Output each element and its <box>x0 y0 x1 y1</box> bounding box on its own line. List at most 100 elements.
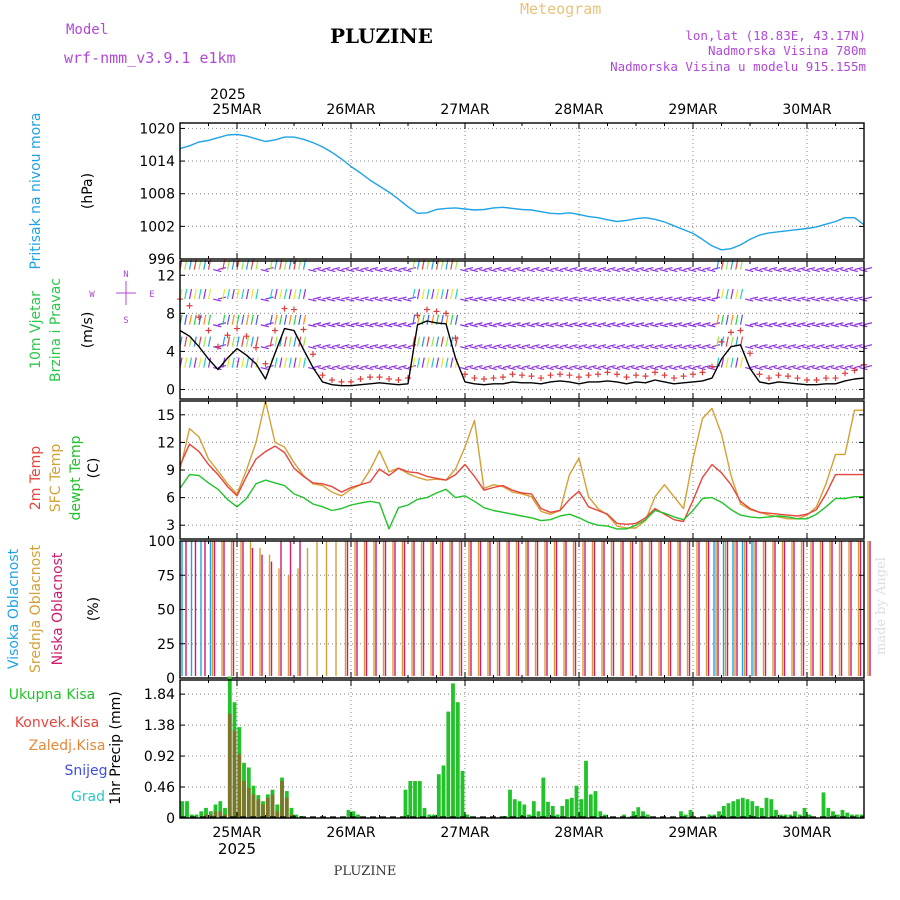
wind-arrow <box>792 346 801 350</box>
wind-arrow <box>398 365 407 369</box>
top-day-label: 30MAR <box>782 102 831 118</box>
convective-precip-bar <box>265 797 270 818</box>
gust-marker <box>310 351 316 358</box>
wind-arrow <box>707 268 716 273</box>
precip-legend-item: Konvek.Kisa <box>15 715 99 731</box>
y-tick-label: 50 <box>157 603 175 619</box>
wind-arrow <box>863 296 873 300</box>
wind-arrow <box>288 314 292 325</box>
wind-arrow <box>621 367 630 371</box>
wind-arrow <box>384 268 393 273</box>
wind-arrow <box>849 324 858 328</box>
wind-arrow <box>631 346 640 350</box>
gust-marker <box>481 376 487 383</box>
wind-arrow <box>483 296 493 300</box>
wind-arrow <box>260 346 269 350</box>
gust-marker <box>196 314 202 321</box>
gust-marker <box>386 376 392 383</box>
wind-arrow <box>678 268 687 273</box>
wind-arrow <box>445 288 449 300</box>
wind-arrow <box>673 365 683 369</box>
wind-arrow <box>711 322 721 326</box>
wind-arrow <box>336 324 345 328</box>
wind-arrow <box>830 346 839 350</box>
wind-arrow <box>479 298 488 302</box>
total-precip-bar <box>645 814 650 818</box>
wind-arrow <box>279 314 283 325</box>
wind-arrow <box>783 346 792 350</box>
wind-arrow <box>725 357 729 368</box>
wind-arrow <box>331 322 341 326</box>
wind-arrow <box>469 324 478 328</box>
wind-arrow <box>702 365 711 369</box>
wind-arrow <box>650 346 659 350</box>
wind-arrow <box>198 336 202 347</box>
bottom-day-label: 27MAR <box>440 825 489 841</box>
wind-arrow <box>797 296 806 300</box>
wind-arrow <box>844 322 854 326</box>
temp-unit: (C) <box>86 458 102 479</box>
wind-arrow <box>360 296 369 300</box>
wind-arrow <box>631 268 640 273</box>
wind-arrow <box>640 346 649 350</box>
wind-arrow <box>474 322 483 326</box>
wind-arrow <box>821 298 830 302</box>
gust-marker <box>291 306 297 313</box>
y-tick-label: 4 <box>166 344 175 360</box>
wind-arrow <box>692 322 702 326</box>
cloud-unit: (%) <box>86 597 102 621</box>
wind-arrow <box>844 266 854 271</box>
model-label: Model <box>66 22 108 38</box>
wind-arrow <box>536 298 545 302</box>
wind-arrow <box>778 365 787 369</box>
wind-arrow <box>735 314 739 325</box>
gust-marker <box>785 373 791 380</box>
convective-precip-bar <box>213 811 218 818</box>
gust-marker <box>509 371 516 378</box>
wind-arrow <box>683 322 692 326</box>
wind-arrow <box>612 367 621 371</box>
wind-arrow <box>811 268 820 273</box>
wind-arrow <box>593 324 602 328</box>
wind-arrow <box>707 367 716 371</box>
wind-arrow <box>754 268 763 273</box>
convective-precip-bar <box>208 814 213 818</box>
total-precip-bar <box>517 801 522 818</box>
wind-arrow <box>659 367 668 371</box>
temp-2m-axis-label: 2m Temp <box>28 446 44 510</box>
wind-arrow <box>293 357 297 368</box>
wind-arrow <box>431 288 435 300</box>
wind-arrow <box>512 322 521 326</box>
wind-arrow <box>659 346 668 350</box>
wind-arrow <box>787 296 797 300</box>
wind-arrow <box>331 344 341 348</box>
wind-arrow <box>331 365 341 369</box>
wind-arrow <box>388 266 398 271</box>
wind-arrow <box>688 324 697 328</box>
wind-arrow <box>802 324 811 328</box>
wind-arrow <box>759 296 768 300</box>
wind-arrow <box>716 288 720 300</box>
wind-arrow <box>645 344 654 348</box>
wind-arrow <box>574 324 583 328</box>
wind-arrow <box>835 266 844 271</box>
total-precip-bar <box>793 811 797 818</box>
wind-arrow <box>355 298 364 302</box>
wind-arrow <box>302 288 307 300</box>
wind-arrow <box>474 266 483 271</box>
total-precip-bar <box>845 812 850 818</box>
wind-arrow <box>412 357 416 368</box>
wind-arrow <box>626 266 635 271</box>
wind-arrow <box>507 268 516 273</box>
wind-arrow <box>265 344 274 348</box>
wind-arrow <box>783 268 792 273</box>
wind-arrow <box>308 298 317 302</box>
wind-arrow <box>683 344 692 348</box>
wind-arrow <box>236 288 240 300</box>
gust-marker <box>186 302 193 309</box>
wind-arrow <box>283 357 288 368</box>
total-precip-bar <box>736 799 740 818</box>
wind-arrow <box>830 298 839 302</box>
wind-arrow <box>308 367 317 371</box>
wind-arrow <box>863 344 873 348</box>
